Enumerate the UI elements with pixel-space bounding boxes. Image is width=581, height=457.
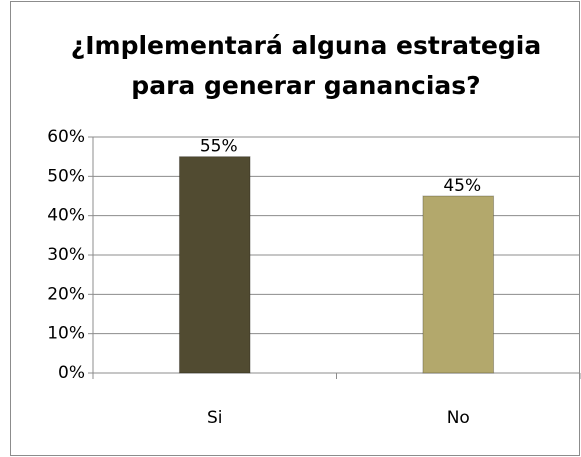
x-tick-label: Si: [207, 408, 223, 428]
value-label: 55%: [200, 137, 238, 157]
y-tick-label: 30%: [47, 245, 85, 265]
value-label: 45%: [443, 176, 481, 196]
x-tick-label: No: [447, 408, 470, 428]
bar: [422, 195, 495, 374]
y-tick-label: 0%: [58, 363, 85, 383]
chart-border: [10, 1, 580, 456]
y-tick-label: 60%: [47, 127, 85, 147]
bar: [178, 156, 251, 374]
chart-title: para generar ganancias?: [131, 71, 480, 100]
y-tick-label: 10%: [47, 324, 85, 344]
y-tick-label: 40%: [47, 206, 85, 226]
chart-title: ¿Implementará alguna estrategia: [71, 31, 542, 60]
y-tick-label: 20%: [47, 284, 85, 304]
y-tick-label: 50%: [47, 166, 85, 186]
